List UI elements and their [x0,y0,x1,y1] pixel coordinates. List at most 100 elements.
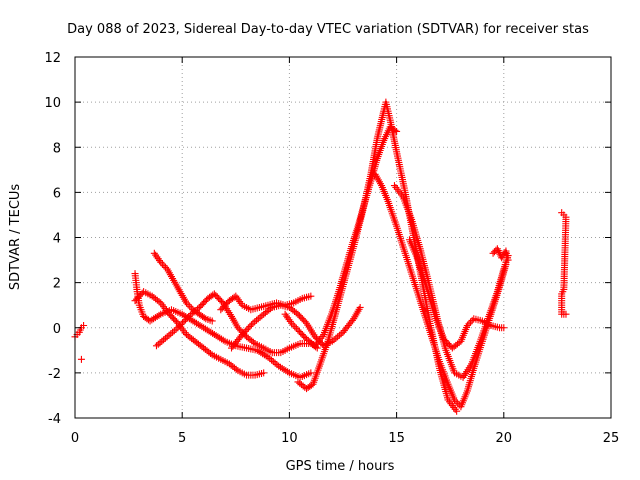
series-track-m [489,245,512,264]
data-point [158,337,166,345]
data-point [454,399,462,407]
data-point [154,340,162,348]
data-point [175,322,183,330]
y-tick-label: 4 [53,232,61,247]
data-point [160,336,168,344]
data-point [246,322,254,330]
data-point [244,324,252,332]
data-point [393,127,401,135]
y-tick-label: 8 [53,141,61,156]
data-point [158,260,166,268]
data-point [271,359,279,367]
y-tick-label: 0 [53,322,61,337]
data-point [167,330,175,338]
x-tick-label: 15 [388,431,405,446]
data-point [337,330,345,338]
grid [75,57,611,418]
data-point [200,314,208,322]
data-point [183,314,191,322]
y-axis-label: SDTVAR / TECUs [8,184,23,291]
y-tick-label: -2 [48,367,61,382]
data-point [288,319,296,327]
data-point [207,349,215,357]
data-point [468,316,476,324]
series-track-b [131,270,315,381]
data-points [71,98,570,415]
data-point [253,316,261,324]
data-point [170,327,178,335]
data-point [334,333,342,341]
y-tick-label: -4 [48,412,61,427]
series-track-a [71,321,88,341]
x-tick-label: 10 [281,431,298,446]
data-point [155,298,163,306]
y-tick-label: 6 [53,186,61,201]
data-point [500,324,508,332]
data-point [208,317,216,325]
data-point [467,318,475,326]
data-point [348,316,356,324]
data-point [268,356,276,364]
data-point [77,355,85,363]
data-point [356,303,364,311]
data-point [177,321,185,329]
y-tick-label: 12 [44,51,61,66]
data-point [247,321,255,329]
data-point [184,301,192,309]
data-point [240,329,248,337]
data-point [452,398,460,406]
data-point [453,407,461,415]
y-tick-label: 2 [53,277,61,292]
data-point [156,339,164,347]
data-point [289,321,297,329]
x-tick-label: 5 [178,431,186,446]
data-point [256,313,264,321]
data-point [307,369,315,377]
series-track-l [405,236,508,352]
data-point [504,256,512,264]
data-point [269,358,277,366]
data-point [194,305,202,313]
y-tick-label: 10 [44,96,61,111]
data-point [186,302,194,310]
data-point [160,262,168,270]
data-point [180,317,188,325]
data-point [450,396,458,404]
data-point [260,369,268,377]
data-point [241,327,249,335]
data-point [152,342,160,350]
x-axis-label: GPS time / hours [286,459,395,474]
data-point [179,319,187,327]
data-point [232,365,240,373]
data-point [562,310,570,318]
data-point [332,334,340,342]
data-point [254,315,262,323]
series-track-c [131,288,268,379]
data-point [463,321,471,329]
data-point [165,331,173,339]
series-track-i [294,98,461,415]
data-point [292,324,300,332]
series-track-k [390,182,512,381]
data-point [182,299,190,307]
data-point [174,324,182,332]
data-point [249,319,257,327]
data-point [238,331,246,339]
axis-ticks: 0 5 10 15 20 25 -4 -2 0 2 4 6 8 10 12 [44,51,619,446]
data-point [465,320,473,328]
x-tick-label: 0 [71,431,79,446]
data-point [267,305,275,313]
data-point [291,323,299,331]
data-point [243,326,251,334]
data-point [80,321,88,329]
series-track-n [558,209,570,318]
x-tick-label: 20 [496,431,513,446]
series-track-a2 [77,355,85,363]
data-point [161,334,169,342]
data-point [157,258,165,266]
chart-title: Day 088 of 2023, Sidereal Day-to-day VTE… [67,22,589,37]
data-point [307,292,315,300]
x-tick-label: 25 [603,431,620,446]
data-point [251,318,259,326]
data-point [335,331,343,339]
